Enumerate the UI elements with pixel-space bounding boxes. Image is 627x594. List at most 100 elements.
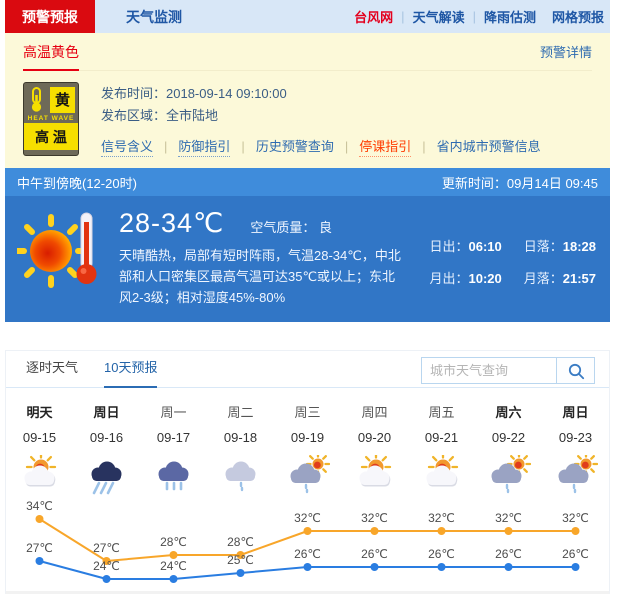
chart-data-label: 32℃ [428, 511, 455, 525]
sun-moon-value: 10:20 [468, 271, 502, 286]
air-quality: 空气质量： 良 [250, 217, 332, 236]
storm-icon [73, 455, 140, 495]
chart-data-label: 25℃ [227, 553, 254, 567]
forecast-tabs: 逐时天气 10天预报 [6, 351, 609, 388]
chart-data-point [504, 527, 513, 535]
day-date: 09-15 [22, 430, 57, 445]
sun-moon-label: 月落： [523, 271, 563, 286]
chart-data-point [571, 527, 580, 535]
publish-time-value: 2018-09-14 09:10:00 [166, 86, 287, 101]
badge-level-char: 黄 [50, 86, 75, 113]
chart-data-label: 24℃ [93, 559, 120, 573]
chart-data-label: 24℃ [160, 559, 187, 573]
current-weather-text: 28-34℃ 空气质量： 良 天晴酷热，局部有短时阵雨，气温28-34℃，中北部… [119, 206, 407, 308]
city-search-box [421, 357, 595, 384]
chart-data-label: 32℃ [294, 511, 321, 525]
forecast-days-row: 明天 09-15 周日 09-16 周一 09-17 周二 09-18 周三 09-19 周四 09-… [6, 388, 609, 495]
alert-link[interactable]: 省内城市预警信息 [436, 139, 541, 154]
nav-separator: | [401, 9, 405, 24]
temperature-range: 28-34℃ [119, 208, 225, 238]
chart-data-point [303, 527, 312, 535]
alert-header: 高温黄色 预警详情 [23, 42, 592, 71]
weather-description: 天晴酷热，局部有短时阵雨，气温28-34℃，中北部和人口密集区最高气温可达35℃… [119, 248, 401, 305]
chart-data-label: 32℃ [495, 511, 522, 525]
sun-moon-item: 日出：06:10 [429, 236, 501, 255]
mid-rain-icon [140, 455, 207, 495]
heat-wave-warning-icon: 黄 HEAT WAVE 高 温 [23, 82, 79, 156]
publish-time-label: 发布时间： [101, 86, 167, 101]
forecast-day-column: 周日 09-23 [542, 402, 609, 495]
search-button[interactable] [556, 358, 594, 383]
topnav-links: 台风网 | 天气解读 | 降雨估测 网格预报 [354, 0, 610, 33]
badge-heat-label: 高 温 [24, 123, 78, 150]
sun-moon-value: 06:10 [468, 239, 502, 254]
alert-link[interactable]: 信号含义 [101, 139, 154, 157]
alert-link[interactable]: 停课指引 [359, 139, 412, 157]
sun-moon-label: 日落： [523, 239, 563, 254]
air-quality-label: 空气质量： [250, 220, 316, 235]
sun-cloud-icon [408, 455, 475, 495]
chart-data-point [236, 569, 245, 577]
day-name: 明天 [26, 405, 53, 420]
day-name: 周四 [361, 405, 388, 420]
day-name: 周一 [160, 405, 187, 420]
day-name: 周三 [294, 405, 321, 420]
chart-data-point [236, 551, 245, 559]
nav-link[interactable]: 台风网 [354, 10, 394, 25]
forecast-day-column: 周一 09-17 [140, 402, 207, 495]
day-name: 周五 [428, 405, 455, 420]
chart-data-label: 32℃ [562, 511, 589, 525]
day-date: 09-23 [558, 430, 593, 445]
chart-data-point [571, 563, 580, 571]
tab-warning-forecast[interactable]: 预警预报 [5, 0, 95, 33]
link-separator: | [241, 139, 245, 154]
chart-data-point [437, 527, 446, 535]
tab-hourly-weather[interactable]: 逐时天气 [26, 360, 79, 375]
sun-moon-item: 日落：18:28 [524, 236, 596, 255]
alert-title: 高温黄色 [23, 42, 79, 71]
chart-data-label: 26℃ [361, 547, 388, 561]
shower-icon [542, 455, 609, 495]
sun-moon-value: 18:28 [562, 239, 596, 254]
chart-data-point [35, 557, 44, 565]
chart-data-point [504, 563, 513, 571]
alert-detail-link[interactable]: 预警详情 [539, 45, 592, 60]
tab-10day-forecast[interactable]: 10天预报 [104, 357, 158, 388]
sun-moon-item: 月落：21:57 [524, 268, 596, 287]
search-icon [568, 363, 584, 379]
day-date: 09-22 [491, 430, 526, 445]
nav-link[interactable]: 降雨估测 [483, 10, 536, 25]
link-separator: | [164, 139, 168, 154]
alert-link[interactable]: 防御指引 [178, 139, 231, 157]
sun-moon-label: 日出： [429, 239, 469, 254]
alert-link[interactable]: 历史预警查询 [255, 139, 334, 154]
current-period: 中午到傍晚(12-20时) [17, 175, 137, 191]
publish-time-row: 发布时间：2018-09-14 09:10:00 [101, 83, 541, 105]
day-date: 09-17 [156, 430, 191, 445]
alert-info: 发布时间：2018-09-14 09:10:00 发布区域：全市陆地 信号含义 |… [101, 82, 541, 157]
thermometer-icon [31, 86, 42, 112]
alert-links: 信号含义 | 防御指引 | 历史预警查询 | 停课指引 | 省内城市预警信息 [101, 136, 541, 157]
temperature-line-chart: 34℃ 27℃ 28℃ 28℃ 32℃ 32℃ 32℃ 32℃ 32℃ 27℃ 24℃ 24℃ 25℃ 2… [26, 499, 589, 583]
forecast-day-column: 周三 09-19 [274, 402, 341, 495]
nav-link[interactable]: 天气解读 [412, 10, 465, 25]
publish-area-value: 全市陆地 [166, 108, 219, 123]
chart-data-label: 26℃ [495, 547, 522, 561]
page: 预警预报 天气监测 台风网 | 天气解读 | 降雨估测 网格预报 高温黄色 预警详情 黄 … [5, 0, 610, 594]
tab-weather-monitor[interactable]: 天气监测 [126, 8, 182, 25]
day-date: 09-16 [89, 430, 124, 445]
current-conditions-panel: 中午到傍晚(12-20时) 更新时间：09月14日 09:45 [5, 168, 610, 322]
forecast-day-column: 周五 09-21 [408, 402, 475, 495]
air-quality-value: 良 [319, 220, 333, 235]
sun-moon-label: 月出： [429, 271, 469, 286]
day-name: 周二 [227, 405, 254, 420]
chart-data-point [169, 575, 178, 583]
chart-data-label: 26℃ [294, 547, 321, 561]
chart-data-point [169, 551, 178, 559]
alert-body: 黄 HEAT WAVE 高 温 发布时间：2018-09-14 09:10:00… [23, 82, 592, 157]
nav-link[interactable]: 网格预报 [551, 10, 604, 25]
chart-data-point [370, 563, 379, 571]
city-search-input[interactable] [422, 358, 556, 383]
chart-data-label: 28℃ [227, 535, 254, 549]
nav-separator: | [472, 9, 476, 24]
